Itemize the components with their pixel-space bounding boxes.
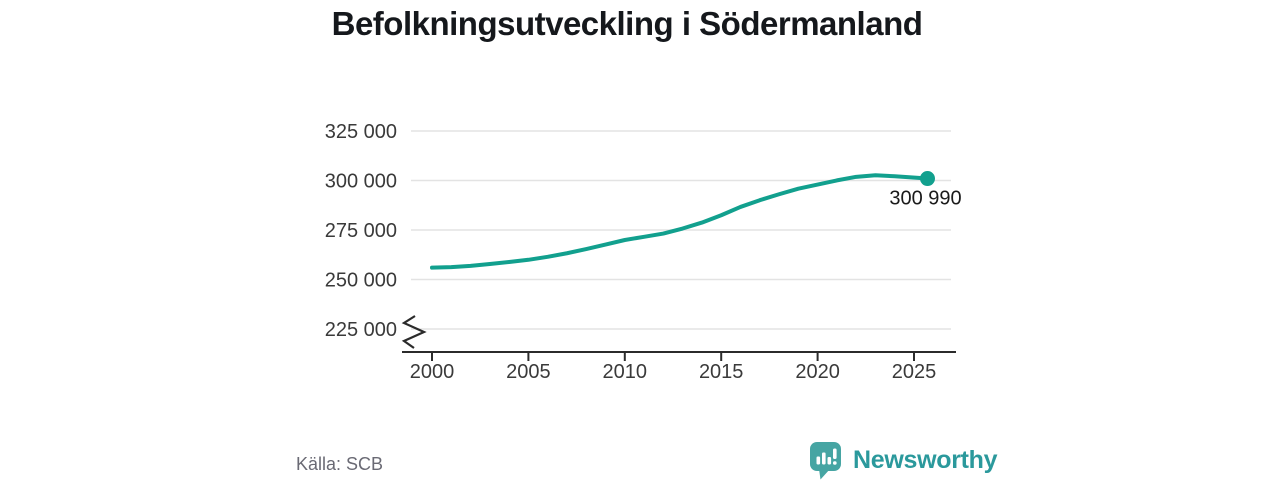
newsworthy-wordmark: Newsworthy (853, 445, 998, 474)
x-tick-label: 2020 (795, 361, 840, 383)
x-tick-label: 2005 (506, 361, 551, 383)
x-tick-label: 2025 (892, 361, 937, 383)
y-tick-label: 275 000 (325, 220, 397, 242)
y-tick-label: 300 000 (325, 171, 397, 193)
latest-value-label: 300 990 (889, 188, 961, 210)
newsworthy-logo: Newsworthy (808, 440, 998, 480)
x-tick-label: 2010 (603, 361, 648, 383)
x-tick-label: 2000 (410, 361, 455, 383)
y-tick-label: 225 000 (325, 319, 397, 341)
source-note: Källa: SCB (296, 454, 384, 474)
y-tick-label: 250 000 (325, 270, 397, 292)
latest-value-dot (919, 171, 935, 187)
y-tick-label: 325 000 (325, 121, 397, 143)
x-tick-label: 2015 (699, 361, 744, 383)
axis-break-icon (401, 315, 427, 349)
chart-title: Befolkningsutveckling i Södermanland (331, 5, 923, 42)
newsworthy-pin-barchart-icon (810, 442, 841, 480)
population-line (430, 173, 930, 270)
